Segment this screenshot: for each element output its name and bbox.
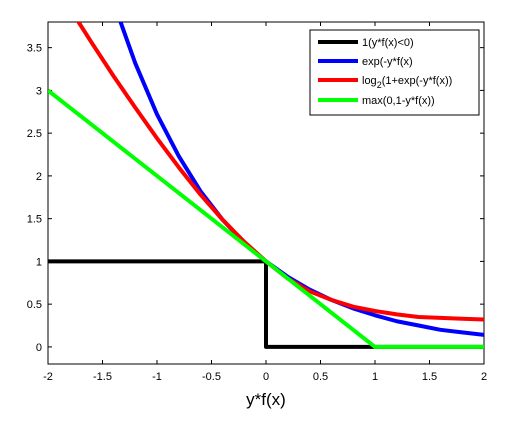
legend-label: 1(y*f(x)<0) — [362, 37, 414, 49]
y-tick-label: 3 — [36, 85, 42, 97]
x-tick-label: 0 — [263, 371, 269, 383]
legend-label-subscript: 2 — [377, 80, 382, 90]
y-tick-label: 2 — [36, 171, 42, 183]
legend-label: log2(1+exp(-y*f(x)) — [362, 75, 452, 90]
x-tick-label: -1 — [152, 371, 162, 383]
legend-label: max(0,1-y*f(x)) — [362, 95, 435, 107]
y-tick-label: 0 — [36, 342, 42, 354]
y-tick-label: 3.5 — [27, 43, 42, 55]
x-axis-ticks: -2 -1.5 -1 -0.5 0 0.5 1 1.5 2 — [43, 22, 487, 383]
x-tick-label: -1.5 — [93, 371, 112, 383]
y-tick-label: 1 — [36, 256, 42, 268]
y-axis-ticks: 0 0.5 1 1.5 2 2.5 3 3.5 — [27, 43, 484, 354]
x-tick-label: 1 — [372, 371, 378, 383]
x-tick-label: 0.5 — [313, 371, 328, 383]
y-tick-label: 0.5 — [27, 299, 42, 311]
legend-label-suffix: (1+exp(-y*f(x)) — [382, 75, 453, 87]
legend-label-prefix: log — [362, 75, 377, 87]
x-tick-label: -2 — [43, 371, 53, 383]
y-tick-label: 2.5 — [27, 128, 42, 140]
x-tick-label: 1.5 — [422, 371, 437, 383]
zero-one-loss-line — [48, 259, 484, 349]
x-axis-title: y*f(x) — [246, 390, 286, 409]
legend-label: exp(-y*f(x) — [362, 56, 413, 68]
x-tick-label: -0.5 — [202, 371, 221, 383]
legend: 1(y*f(x)<0) exp(-y*f(x) log2(1+exp(-y*f(x)… — [309, 29, 480, 116]
hinge-loss-line — [48, 88, 484, 349]
series-lines — [48, 22, 484, 349]
x-tick-label: 2 — [481, 371, 487, 383]
y-tick-label: 1.5 — [27, 214, 42, 226]
